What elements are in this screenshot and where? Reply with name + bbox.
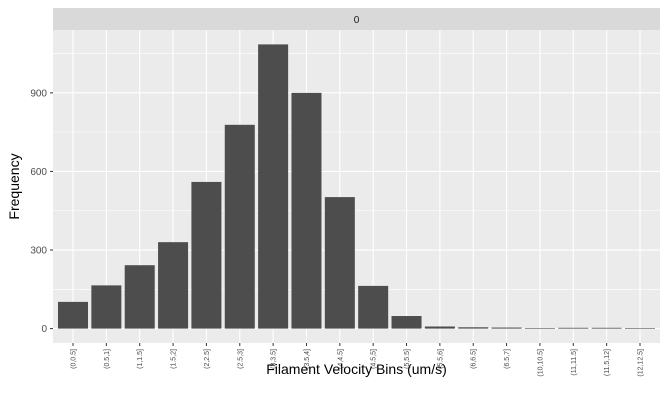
x-tick-label: (11.5,12]	[604, 349, 611, 376]
x-tick-label: (0,0.5]	[71, 349, 78, 369]
bar	[291, 92, 322, 329]
bar	[624, 328, 655, 329]
facet-strip	[53, 8, 660, 30]
bar	[224, 124, 255, 329]
bar	[358, 285, 389, 329]
x-tick-label: (1.5,2]	[171, 349, 178, 369]
y-axis: 0 300 600 900	[30, 88, 53, 335]
x-axis: (0,0.5] (0.5,1] (1,1.5] (1.5,2] (2,2.5] (2.5,…	[71, 343, 644, 377]
x-tick-label: (3,3.5]	[271, 349, 278, 369]
bar	[124, 265, 155, 329]
bar	[424, 326, 455, 329]
bars	[58, 44, 655, 329]
x-tick-label: (5,5.5]	[404, 349, 411, 369]
x-tick-label: (10,10.5]	[537, 349, 544, 377]
x-tick-label: (6.5,7]	[504, 349, 511, 369]
x-tick-label: (5.5,6]	[437, 349, 444, 369]
x-tick-label: (6,6.5]	[471, 349, 478, 369]
bar	[491, 327, 522, 329]
bar	[391, 316, 422, 329]
x-tick-label: (12,12.5]	[637, 349, 644, 377]
y-tick-label: 600	[30, 167, 47, 178]
x-tick-label: (4.5,5]	[371, 349, 378, 369]
bar	[324, 197, 355, 329]
bar	[158, 242, 189, 329]
x-tick-label: (1,1.5]	[137, 349, 144, 369]
bar	[91, 285, 122, 329]
y-axis-title: Frequency	[6, 153, 22, 219]
y-tick-label: 900	[30, 88, 47, 99]
bar	[458, 327, 489, 329]
bar	[558, 327, 589, 329]
x-tick-label: (3.5,4]	[304, 349, 311, 369]
x-tick-label: (4,4.5]	[337, 349, 344, 369]
bar	[591, 327, 622, 329]
y-tick-label: 300	[30, 246, 47, 257]
x-tick-label: (11,11.5]	[571, 349, 578, 376]
y-tick-label: 0	[41, 324, 47, 335]
bar	[258, 44, 289, 329]
x-axis-title: Filament Velocity Bins (um/s)	[266, 361, 447, 377]
bar	[58, 301, 89, 329]
facet-label: 0	[354, 15, 360, 26]
x-tick-label: (2,2.5]	[204, 349, 211, 369]
bar	[524, 328, 555, 329]
bar	[191, 181, 222, 329]
x-tick-label: (0.5,1]	[104, 349, 111, 369]
x-tick-label: (2.5,3]	[237, 349, 244, 369]
